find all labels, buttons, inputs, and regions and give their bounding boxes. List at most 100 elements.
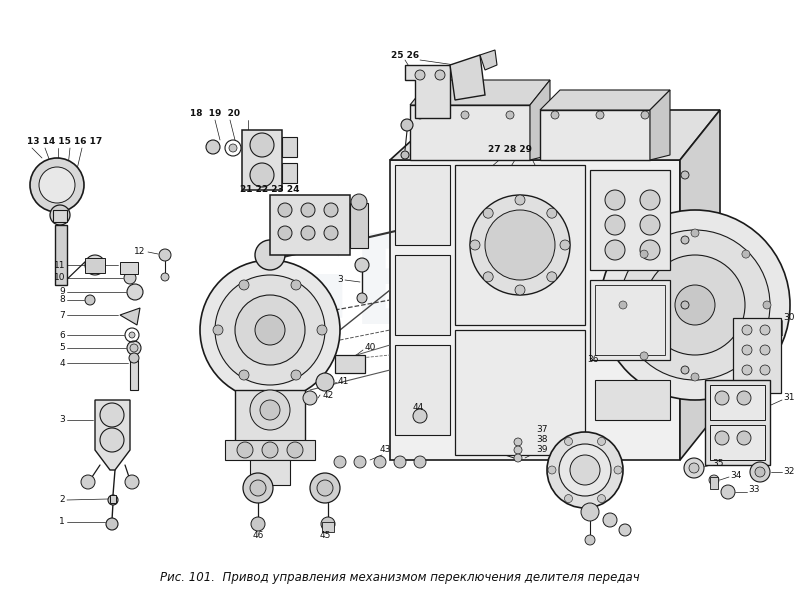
Polygon shape: [405, 65, 450, 118]
Bar: [235, 390, 305, 450]
Circle shape: [483, 208, 493, 218]
Circle shape: [255, 315, 285, 345]
Circle shape: [742, 345, 752, 355]
Text: 13 14 15 16 17: 13 14 15 16 17: [27, 138, 102, 147]
Circle shape: [127, 341, 141, 355]
Circle shape: [681, 301, 689, 309]
Circle shape: [235, 295, 305, 365]
Polygon shape: [540, 90, 670, 110]
Circle shape: [641, 111, 649, 119]
Circle shape: [547, 208, 557, 218]
Bar: [130, 360, 138, 390]
Text: 11: 11: [54, 260, 65, 269]
Bar: [395, 345, 450, 435]
Text: 1: 1: [59, 518, 65, 527]
Circle shape: [39, 167, 75, 203]
Text: 44: 44: [412, 403, 424, 413]
Polygon shape: [480, 50, 497, 70]
Circle shape: [742, 352, 750, 360]
Text: 25 26: 25 26: [391, 51, 419, 60]
Bar: [710, 477, 718, 489]
Circle shape: [640, 190, 660, 210]
Text: GBT: GBT: [249, 230, 531, 350]
Circle shape: [760, 345, 770, 355]
Circle shape: [585, 535, 595, 545]
Circle shape: [689, 463, 699, 473]
Circle shape: [251, 517, 265, 531]
Circle shape: [681, 171, 689, 179]
Text: 2: 2: [59, 495, 65, 504]
Text: 5: 5: [59, 344, 65, 353]
Circle shape: [125, 475, 139, 489]
Bar: [282, 163, 297, 183]
Circle shape: [310, 473, 340, 503]
Bar: [595, 285, 665, 355]
Circle shape: [316, 373, 334, 391]
Circle shape: [354, 456, 366, 468]
Text: 42: 42: [323, 391, 334, 399]
Circle shape: [108, 495, 118, 505]
Bar: [270, 195, 350, 255]
Circle shape: [394, 456, 406, 468]
Circle shape: [374, 456, 386, 468]
Text: 45: 45: [319, 530, 330, 539]
Circle shape: [85, 295, 95, 305]
Bar: [85, 258, 105, 273]
Circle shape: [750, 462, 770, 482]
Polygon shape: [410, 80, 550, 105]
Circle shape: [250, 390, 290, 430]
Text: 32: 32: [783, 467, 794, 477]
Text: 3: 3: [59, 416, 65, 425]
Circle shape: [250, 133, 274, 157]
Circle shape: [324, 203, 338, 217]
Circle shape: [237, 442, 253, 458]
Bar: [350, 203, 368, 248]
Circle shape: [619, 301, 627, 309]
Text: 9: 9: [59, 288, 65, 297]
Text: 37: 37: [536, 425, 548, 434]
Circle shape: [645, 255, 745, 355]
Circle shape: [260, 400, 280, 420]
Circle shape: [620, 230, 770, 380]
Circle shape: [213, 325, 223, 335]
Circle shape: [551, 111, 559, 119]
Bar: [322, 522, 334, 532]
Circle shape: [605, 240, 625, 260]
Circle shape: [691, 373, 699, 381]
Bar: [395, 165, 450, 245]
Text: 31: 31: [783, 393, 794, 402]
Circle shape: [547, 432, 623, 508]
Circle shape: [581, 503, 599, 521]
Text: 38: 38: [536, 435, 548, 445]
Bar: [250, 460, 290, 485]
Circle shape: [85, 255, 105, 275]
Bar: [242, 130, 282, 190]
Circle shape: [560, 240, 570, 250]
Circle shape: [287, 442, 303, 458]
Circle shape: [215, 275, 325, 385]
Polygon shape: [120, 308, 140, 325]
Circle shape: [598, 495, 606, 503]
Text: 33: 33: [748, 486, 759, 495]
Polygon shape: [410, 105, 530, 160]
Circle shape: [229, 144, 237, 152]
Bar: [595, 380, 670, 420]
Circle shape: [81, 475, 95, 489]
Circle shape: [760, 365, 770, 375]
Circle shape: [514, 454, 522, 462]
Circle shape: [324, 226, 338, 240]
Circle shape: [675, 285, 715, 325]
Text: 8: 8: [59, 295, 65, 304]
Circle shape: [565, 437, 573, 445]
Circle shape: [715, 391, 729, 405]
Circle shape: [100, 403, 124, 427]
Circle shape: [129, 332, 135, 338]
Bar: [455, 330, 585, 455]
Text: 21 22 23 24: 21 22 23 24: [240, 185, 300, 194]
Circle shape: [127, 284, 143, 300]
Circle shape: [763, 301, 771, 309]
Polygon shape: [530, 80, 550, 160]
Polygon shape: [390, 160, 680, 460]
Circle shape: [742, 250, 750, 258]
Polygon shape: [450, 55, 485, 100]
